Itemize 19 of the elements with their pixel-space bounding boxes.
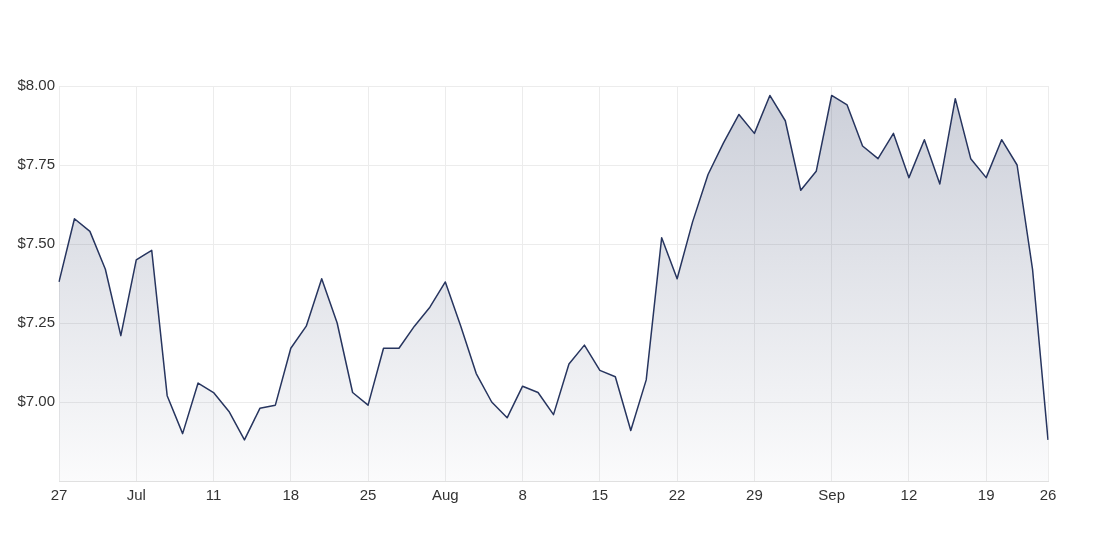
x-tick-label: Sep bbox=[818, 486, 846, 504]
x-tick-label: 22 bbox=[668, 486, 686, 504]
y-tick-label: $7.50 bbox=[17, 234, 55, 252]
x-tick-label: 19 bbox=[977, 486, 995, 504]
x-tick-label: 26 bbox=[1039, 486, 1057, 504]
x-tick-label: 27 bbox=[50, 486, 68, 504]
y-tick-label: $8.00 bbox=[17, 76, 55, 94]
x-tick-label: 8 bbox=[518, 486, 527, 504]
x-tick-label: 25 bbox=[359, 486, 377, 504]
x-tick-label: Jul bbox=[126, 486, 146, 504]
y-tick-label: $7.25 bbox=[17, 313, 55, 331]
x-tick-label: 12 bbox=[900, 486, 918, 504]
y-tick-label: $7.00 bbox=[17, 392, 55, 410]
x-tick-label: 11 bbox=[205, 486, 222, 504]
y-tick-label: $7.75 bbox=[17, 155, 55, 173]
x-tick-label: Aug bbox=[431, 486, 459, 504]
x-tick-label: 15 bbox=[591, 486, 609, 504]
x-tick-label: 18 bbox=[282, 486, 300, 504]
x-tick-label: 29 bbox=[746, 486, 763, 504]
